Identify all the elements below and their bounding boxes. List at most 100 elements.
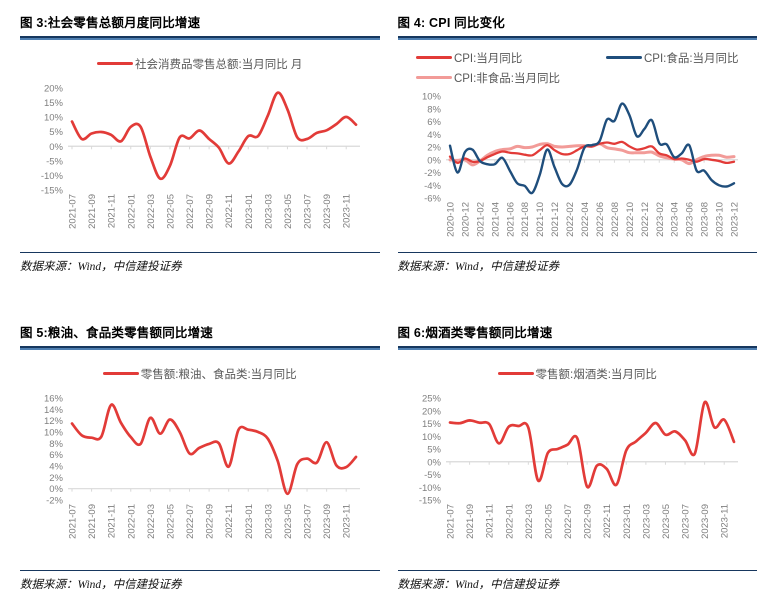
series-line: [448, 400, 735, 489]
line-chart-cpi: 10% 8% 6%4% 2% 0% -2%-4% -6% 2020-10 2020-12 2021…: [421, 91, 740, 236]
y-axis-tick-label: 6%: [49, 450, 63, 461]
figure-title: 图 4: CPI 同比变化: [397, 16, 505, 30]
series-lines: [70, 90, 358, 180]
x-axis-tick-label: 2023-09: [322, 504, 333, 539]
y-axis-tick-label: 16%: [44, 393, 64, 404]
data-source-note: 数据来源：Wind，中信建投证券: [397, 261, 560, 273]
x-axis-tick-label: 2023-09: [322, 194, 333, 229]
y-axis-tick-label: 20%: [44, 83, 64, 94]
y-axis-tick-label: 8%: [49, 438, 63, 449]
axes: 10% 8% 6%4% 2% 0% -2%-4% -6% 2020-10 2020-12 2021…: [421, 91, 740, 236]
source-block: 数据来源：Wind，中信建投证券: [397, 569, 757, 593]
legend-line-swatch: [415, 75, 452, 80]
series-lines: [70, 402, 358, 495]
source-block: 数据来源：Wind，中信建投证券: [20, 569, 380, 593]
source-block: 数据来源：Wind，中信建投证券: [20, 251, 380, 275]
y-axis-tick-label: 10%: [44, 427, 64, 438]
x-axis-tick-label: 2021-06: [505, 202, 516, 237]
x-axis-tick-label: 2023-07: [303, 504, 314, 539]
y-axis-tick-label: 0%: [49, 141, 63, 152]
x-axis-tick-label: 2022-03: [523, 504, 534, 539]
source-block: 数据来源：Wind，中信建投证券: [397, 251, 757, 275]
x-axis-tick-label: 2021-07: [68, 194, 79, 229]
x-axis-tick-label: 2022-05: [165, 194, 176, 229]
x-axis-tick-label: 2023-03: [263, 504, 274, 539]
series-line: [448, 140, 735, 164]
x-axis-tick-label: 2023-04: [669, 202, 680, 237]
legend-item: 零售额:粮油、食品类:当月同比: [102, 366, 297, 382]
title-rule: [20, 346, 380, 350]
title-rule: [397, 36, 757, 40]
x-axis-tick-label: 2021-08: [520, 202, 531, 237]
x-axis-tick-label: 2023-12: [729, 202, 740, 237]
x-axis-tick-label: 2021-07: [445, 504, 456, 539]
x-axis-tick-label: 2022-07: [185, 194, 196, 229]
source-rule: [20, 251, 380, 253]
y-axis-tick-label: 12%: [44, 416, 64, 427]
legend-line-swatch: [102, 371, 139, 376]
title-rule: [20, 36, 380, 40]
x-axis-tick-label: 2021-09: [87, 504, 98, 539]
y-axis-tick-label: 15%: [421, 419, 441, 430]
x-axis-tick-label: 2021-04: [490, 202, 501, 237]
x-axis-tick-label: 2020-12: [460, 202, 471, 237]
y-axis-tick-label: 0%: [427, 457, 441, 468]
series-line: [448, 101, 735, 194]
x-axis-tick-label: 2023-11: [719, 504, 730, 538]
y-axis-tick-label: -2%: [424, 168, 441, 179]
y-axis-tick-label: 10%: [421, 431, 441, 442]
x-axis-tick-label: 2023-11: [342, 194, 353, 228]
x-axis-tick-label: 2022-09: [205, 194, 216, 229]
y-axis-tick-label: 2%: [49, 472, 63, 483]
x-axis-tick-label: 2023-09: [700, 504, 711, 539]
chart-legend: 零售额:烟酒类:当月同比: [398, 366, 758, 382]
x-axis-tick-label: 2021-11: [107, 194, 118, 228]
x-axis-tick-label: 2022-07: [185, 504, 196, 539]
data-source-note: 数据来源：Wind，中信建投证券: [397, 579, 560, 591]
legend-item: 社会消费品零售总额:当月同比 月: [97, 56, 302, 72]
y-axis-tick-label: 10%: [44, 112, 64, 123]
y-axis-tick-label: 20%: [421, 406, 441, 417]
x-axis-tick-label: 2022-12: [639, 202, 650, 237]
y-axis-tick-label: 4%: [49, 461, 63, 472]
legend-item: 零售额:烟酒类:当月同比: [497, 366, 657, 382]
figure-panel-3: 图 3:社会零售总额月度同比增速 社会消费品零售总额:当月同比 月 20% 15%…: [20, 10, 380, 274]
figure-title: 图 5:粮油、食品类零售额同比增速: [20, 326, 213, 340]
y-axis-tick-label: 5%: [427, 444, 441, 455]
y-axis-tick-label: -5%: [46, 156, 63, 167]
chart-legend: 零售额:粮油、食品类:当月同比: [20, 366, 380, 382]
y-axis-tick-label: -2%: [46, 495, 63, 506]
x-axis-tick-label: 2020-10: [445, 202, 456, 237]
x-axis-tick-label: 2021-09: [87, 194, 98, 229]
y-axis-tick-label: 15%: [44, 98, 64, 109]
figure-panel-4: 图 4: CPI 同比变化 CPI:当月同比 CPI:食品:当月同比 CPI:非食品…: [397, 10, 758, 275]
figure-title: 图 6:烟酒类零售额同比增速: [397, 326, 553, 340]
x-axis-tick-label: 2023-01: [244, 194, 255, 229]
x-axis-tick-label: 2023-06: [684, 202, 695, 237]
legend-label: 社会消费品零售总额:当月同比 月: [135, 58, 303, 71]
chart-legend: 社会消费品零售总额:当月同比 月: [20, 56, 380, 72]
chart-legend: CPI:当月同比 CPI:食品:当月同比 CPI:非食品:当月同比: [398, 50, 758, 86]
x-axis-tick-label: 2022-11: [602, 504, 613, 538]
figure-panel-6: 图 6:烟酒类零售额同比增速 零售额:烟酒类:当月同比 25% 20% 15% 10%…: [397, 320, 758, 593]
legend-label: CPI:非食品:当月同比: [453, 72, 560, 85]
y-axis-tick-label: 5%: [49, 127, 63, 138]
x-axis-tick-label: 2022-02: [565, 202, 576, 237]
line-chart-grain-food-retail: 16%14%12%10%8%6%4%2%0%-2% 2021-07 2021-09 2…: [44, 393, 360, 539]
figure-panel-5: 图 5:粮油、食品类零售额同比增速 零售额:粮油、食品类:当月同比 16% 14%…: [20, 320, 380, 592]
legend-item: CPI:非食品:当月同比: [415, 70, 560, 86]
y-axis-tick-label: -5%: [424, 470, 441, 481]
y-axis-tick-label: -15%: [41, 185, 64, 196]
data-source-note: 数据来源：Wind，中信建投证券: [20, 261, 182, 273]
y-axis-tick-label: 25%: [421, 393, 441, 404]
x-axis-tick-label: 2022-06: [594, 202, 605, 237]
y-axis-tick-label: 10%: [421, 91, 441, 102]
x-axis-tick-label: 2023-01: [244, 504, 255, 539]
x-axis-tick-label: 2023-05: [283, 504, 294, 539]
y-axis-tick-label: -6%: [424, 193, 441, 204]
y-axis-tick-label: -10%: [41, 170, 64, 181]
x-axis-tick-label: 2022-09: [205, 504, 216, 539]
axes: 20% 15% 10% 5% 0% -5% -10% -15% 2021-07 2021-09 20…: [41, 83, 360, 228]
x-axis-tick-label: 2022-09: [582, 504, 593, 539]
